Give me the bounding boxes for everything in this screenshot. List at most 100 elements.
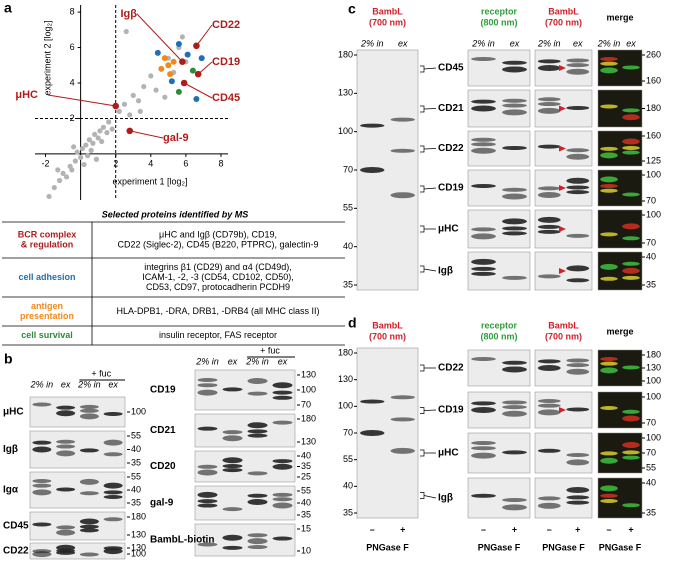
blot-band: [566, 148, 590, 153]
lane-label: 2% in: [360, 38, 384, 48]
blot-band: [32, 522, 52, 527]
blot: [29, 542, 126, 560]
table-cell: CD53, CD97, protocadherin PCDH9: [146, 282, 290, 292]
blot-band: [197, 383, 218, 388]
annotation: gal-9: [163, 132, 189, 144]
point: [179, 58, 186, 66]
lane-label: ex: [108, 379, 118, 389]
point: [95, 135, 101, 141]
blot-band: [247, 538, 268, 545]
y-tick-label: 4: [70, 77, 75, 87]
x-axis-label: experiment 1 [log₂]: [112, 176, 187, 186]
marker-label: 130: [301, 436, 316, 446]
blot-band: [222, 464, 243, 469]
blot-band: [537, 144, 561, 149]
point: [51, 184, 57, 191]
blot-band: [32, 402, 52, 407]
blot-band: [502, 360, 527, 365]
blot-band: [471, 99, 496, 104]
blot-band: [79, 518, 99, 525]
column-header: BambL: [372, 6, 403, 16]
row-label: Igβ: [438, 493, 453, 504]
lane-label: ex: [398, 38, 408, 48]
blot-band: [247, 471, 268, 476]
marker-label: 40: [301, 450, 311, 460]
panel-label: c: [348, 1, 356, 17]
blot-band: [537, 192, 561, 199]
marker-label: 180: [131, 511, 146, 521]
blot-band: [390, 395, 415, 400]
treatment-label: PNGase F: [366, 542, 409, 552]
marker-label: 70: [301, 399, 311, 409]
blot-band: [600, 57, 618, 61]
header: + fuc: [91, 368, 111, 378]
panel-label: b: [4, 351, 13, 367]
point: [148, 73, 154, 79]
marker-label: 40: [301, 497, 311, 507]
marker-label: 100: [646, 375, 661, 385]
marker-label: 130: [338, 374, 353, 384]
blot-band: [566, 278, 590, 283]
annotation: CD45: [212, 92, 240, 104]
blot-band: [622, 267, 640, 274]
blot-band: [197, 503, 218, 508]
blot-band: [471, 184, 496, 189]
blot-band: [566, 495, 590, 500]
blot-band: [537, 59, 561, 64]
blot: [194, 523, 296, 557]
marker-label: 55: [646, 462, 656, 472]
blot-band: [502, 400, 527, 405]
row-label: μHC: [438, 224, 459, 235]
blot-band: [622, 108, 640, 113]
blot-band: [566, 68, 590, 75]
lane-label: 2% in: [77, 379, 101, 389]
blot-band: [471, 357, 496, 361]
blot-band: [600, 61, 618, 66]
blot-band: [471, 266, 496, 271]
blot-band: [502, 504, 527, 511]
blot-band: [471, 105, 496, 112]
blot-band: [537, 224, 561, 229]
point: [69, 167, 75, 173]
blot-band: [471, 233, 496, 240]
table-title: Selected proteins identified by MS: [102, 209, 249, 219]
treatment-sign: –: [481, 524, 486, 534]
point: [170, 58, 177, 65]
blot-band: [566, 153, 590, 160]
blot-band: [103, 495, 123, 500]
table-category: antigen: [31, 301, 63, 311]
point: [93, 156, 100, 162]
arrowhead: [559, 65, 566, 71]
marker-label: 55: [343, 203, 353, 213]
treatment-label: PNGase F: [542, 542, 585, 552]
marker-label: 35: [343, 507, 353, 517]
lane-label: 2% in: [597, 38, 621, 48]
point: [162, 94, 168, 100]
blot-band: [566, 487, 590, 493]
blot-band: [272, 459, 293, 464]
marker-label: 100: [338, 401, 353, 411]
point: [175, 41, 182, 47]
blot-band: [600, 67, 618, 74]
table-category: cell survival: [21, 330, 73, 340]
marker-label: 130: [131, 529, 146, 539]
blot-band: [622, 150, 640, 155]
marker-label: 40: [131, 444, 141, 454]
blot-band: [32, 479, 52, 483]
blot-band: [566, 105, 590, 110]
point: [194, 70, 202, 78]
marker-label: 180: [338, 347, 353, 357]
blot-band: [502, 103, 527, 108]
blot-band: [247, 545, 268, 550]
annotation-line: [129, 130, 164, 139]
marker-label: 35: [131, 497, 141, 507]
annotation: CD22: [212, 19, 240, 31]
arrowhead: [559, 145, 566, 152]
row-label: CD19: [438, 405, 464, 416]
blot-band: [600, 184, 618, 189]
blot-band: [103, 439, 123, 446]
point: [168, 78, 175, 85]
blot: [534, 432, 593, 474]
row-label: CD22: [3, 546, 29, 557]
blot-band: [600, 499, 618, 503]
